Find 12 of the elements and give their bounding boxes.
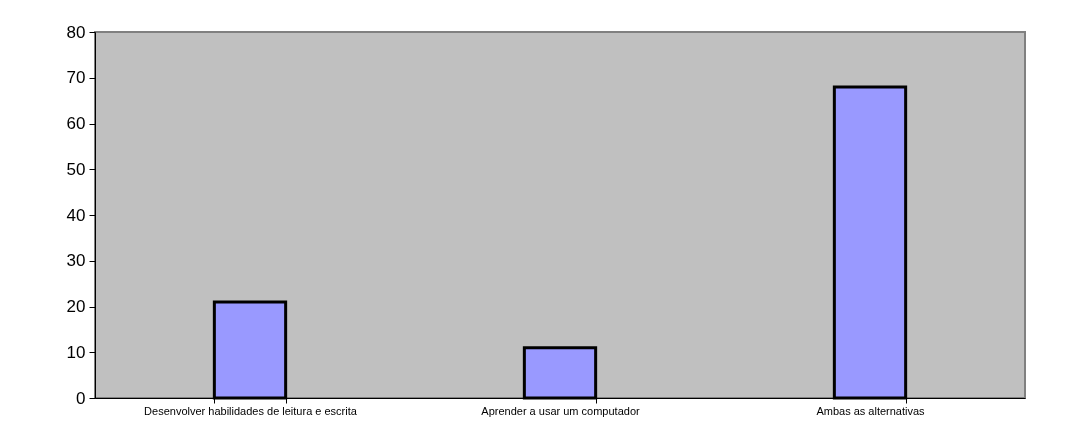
y-tick-label: 30 (66, 251, 86, 271)
y-tick-label: 40 (66, 205, 86, 225)
y-tick-label: 10 (66, 342, 86, 362)
y-tick-label: 70 (66, 68, 86, 88)
x-tick-label: Desenvolver habilidades de leitura e escrita (144, 404, 358, 417)
y-tick-label: 80 (66, 22, 86, 42)
y-tick-label: 20 (66, 297, 86, 316)
x-tick-label: Aprender a usar um computador (481, 404, 641, 417)
y-tick-label: 0 (76, 388, 86, 408)
y-tick-label: 50 (66, 159, 86, 179)
x-tick-label: Ambas as alternativas (816, 404, 926, 417)
y-tick-label: 60 (66, 114, 86, 133)
